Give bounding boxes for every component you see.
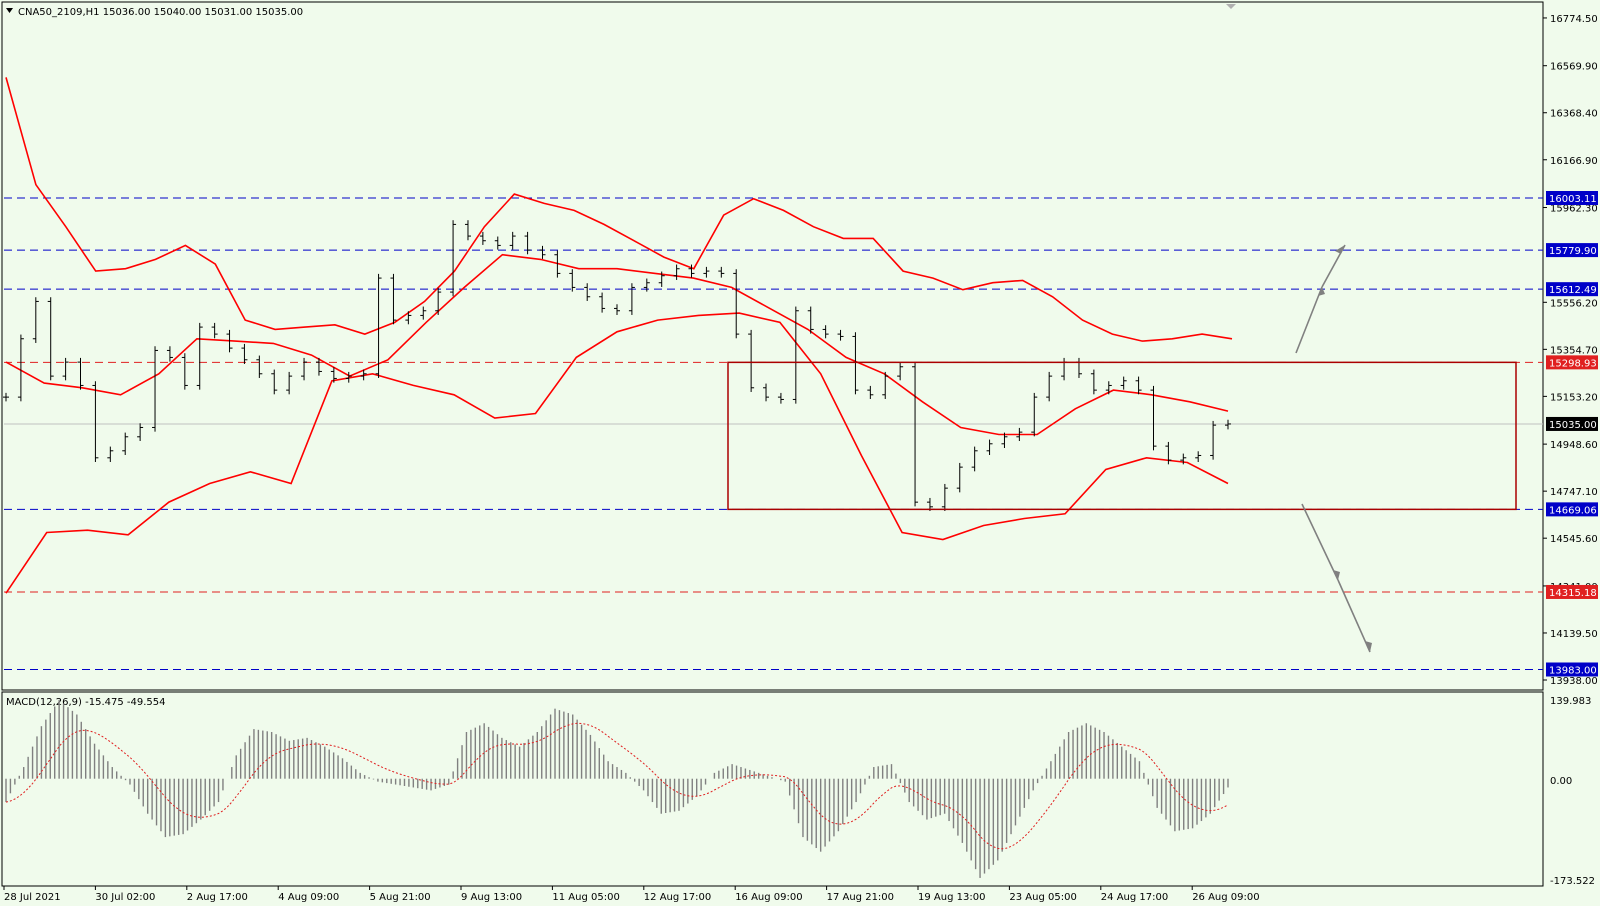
main-plot-frame bbox=[1, 1, 1544, 691]
chart-shift-marker-icon[interactable] bbox=[1226, 4, 1236, 9]
arrow-up-head-icon bbox=[1335, 245, 1345, 254]
arrow-down-head-icon bbox=[1365, 641, 1372, 652]
bollinger-lower bbox=[5, 312, 1229, 594]
level-tag-bg bbox=[1546, 282, 1598, 297]
level-tag-bg bbox=[1546, 584, 1598, 599]
level-tag-label: 15035.00 bbox=[1549, 420, 1597, 431]
bollinger-upper bbox=[5, 77, 1233, 342]
time-tick-label: 4 Aug 09:00 bbox=[278, 892, 339, 903]
time-tick-label: 12 Aug 17:00 bbox=[644, 892, 711, 903]
projection-arrow-down-1 bbox=[1301, 503, 1339, 581]
macd-axis-zero: 0.00 bbox=[1550, 776, 1572, 787]
price-tick-label: 16569.90 bbox=[1550, 62, 1598, 73]
time-tick-label: 16 Aug 09:00 bbox=[735, 892, 802, 903]
level-tag-bg bbox=[1546, 355, 1598, 370]
time-tick-label: 2 Aug 17:00 bbox=[187, 892, 248, 903]
time-tick-label: 26 Aug 09:00 bbox=[1192, 892, 1259, 903]
price-tick-label: 14139.50 bbox=[1550, 629, 1598, 640]
arrow-down-mid-head-icon bbox=[1333, 570, 1340, 580]
projection-arrow-down-2 bbox=[1337, 579, 1371, 653]
range-box[interactable] bbox=[727, 361, 1517, 511]
level-tag-label: 14315.18 bbox=[1549, 588, 1597, 599]
price-tick-label: 14747.10 bbox=[1550, 487, 1598, 498]
level-tag-label: 14669.06 bbox=[1549, 505, 1597, 516]
time-tick-label: 28 Jul 2021 bbox=[4, 892, 61, 903]
price-tick-label: 16368.40 bbox=[1550, 109, 1598, 120]
bollinger-middle bbox=[5, 253, 1229, 436]
level-tag-label: 15612.49 bbox=[1549, 285, 1597, 296]
price-tick-label: 15556.20 bbox=[1550, 298, 1598, 309]
time-tick-label: 9 Aug 13:00 bbox=[461, 892, 522, 903]
level-tag-bg bbox=[1546, 416, 1598, 431]
projection-arrow-up-1 bbox=[1295, 286, 1323, 354]
level-tag-bg bbox=[1546, 502, 1598, 517]
level-tags: 16003.11 15779.90 15612.49 15298.93 15035.00… bbox=[1546, 190, 1598, 677]
price-tick-label: 16166.90 bbox=[1550, 156, 1598, 167]
time-tick-label: 24 Aug 17:00 bbox=[1101, 892, 1168, 903]
level-tag-bg bbox=[1546, 190, 1598, 205]
macd-axis-min: -173.522 bbox=[1550, 876, 1595, 887]
macd-label: MACD(12,26,9) -15.475 -49.554 bbox=[6, 697, 166, 708]
macd-axis[interactable]: 139.983 0.00 -173.522 bbox=[1550, 696, 1595, 887]
time-tick-label: 17 Aug 21:00 bbox=[827, 892, 894, 903]
chart-menu-triangle-icon[interactable] bbox=[6, 8, 13, 13]
time-axis[interactable]: 28 Jul 2021 30 Jul 02:00 2 Aug 17:00 4 Aug … bbox=[3, 886, 1260, 903]
price-tick-label: 16774.50 bbox=[1550, 14, 1598, 25]
level-tag-bg bbox=[1546, 662, 1598, 677]
price-tick-label: 15962.30 bbox=[1550, 204, 1598, 215]
macd-plot-frame bbox=[1, 691, 1544, 887]
arrow-up-mid-head-icon bbox=[1318, 287, 1325, 296]
level-tag-label: 16003.11 bbox=[1549, 194, 1597, 205]
macd-axis-max: 139.983 bbox=[1550, 696, 1591, 707]
level-tag-label: 13983.00 bbox=[1549, 665, 1597, 676]
time-tick-label: 23 Aug 05:00 bbox=[1009, 892, 1076, 903]
price-tick-label: 14545.60 bbox=[1550, 534, 1598, 545]
bollinger-bands bbox=[5, 77, 1233, 594]
level-tag-label: 15779.90 bbox=[1549, 246, 1597, 257]
macd-histogram bbox=[5, 699, 1229, 878]
time-tick-label: 5 Aug 21:00 bbox=[370, 892, 431, 903]
price-tick-label: 13938.00 bbox=[1550, 676, 1598, 687]
chart-title: CNA50_2109,H1 15036.00 15040.00 15031.00… bbox=[18, 7, 303, 18]
projection-arrows bbox=[1295, 244, 1372, 653]
level-tag-label: 15298.93 bbox=[1549, 358, 1597, 369]
price-tick-label: 15153.20 bbox=[1550, 392, 1598, 403]
level-tag-bg bbox=[1546, 243, 1598, 258]
price-tick-label: 14948.60 bbox=[1550, 440, 1598, 451]
price-bars bbox=[3, 220, 1231, 512]
time-tick-label: 11 Aug 05:00 bbox=[552, 892, 619, 903]
time-tick-label: 30 Jul 02:00 bbox=[95, 892, 155, 903]
price-tick-label: 15354.70 bbox=[1550, 345, 1598, 356]
time-tick-label: 19 Aug 13:00 bbox=[918, 892, 985, 903]
